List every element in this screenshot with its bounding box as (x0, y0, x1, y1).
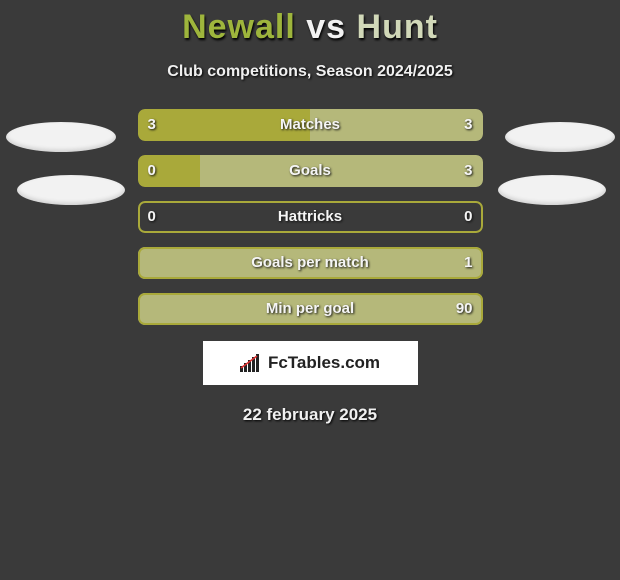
stat-row: 1Goals per match (138, 247, 483, 279)
bars-icon (240, 354, 262, 372)
logo-box: FcTables.com (203, 341, 418, 385)
stat-row: 90Min per goal (138, 293, 483, 325)
stat-row: 03Goals (138, 155, 483, 187)
infographic: Newall vs Hunt Club competitions, Season… (0, 0, 620, 580)
date: 22 february 2025 (0, 405, 620, 425)
player2-name: Hunt (357, 8, 438, 46)
vs-text: vs (306, 8, 346, 46)
stat-rows: 33Matches 03Goals 00Hattricks 1Goals per ma… (138, 109, 483, 325)
stat-label: Matches (138, 109, 483, 141)
title: Newall vs Hunt (0, 0, 620, 47)
player1-name: Newall (182, 8, 296, 46)
ellipse-left-2 (17, 175, 125, 205)
subtitle: Club competitions, Season 2024/2025 (0, 63, 620, 81)
logo-text: FcTables.com (268, 353, 380, 373)
stat-label: Min per goal (138, 293, 483, 325)
stat-label: Goals (138, 155, 483, 187)
stat-row: 00Hattricks (138, 201, 483, 233)
ellipse-right-2 (498, 175, 606, 205)
stat-label: Goals per match (138, 247, 483, 279)
ellipse-right-1 (505, 122, 615, 152)
stat-label: Hattricks (138, 201, 483, 233)
ellipse-left-1 (6, 122, 116, 152)
stat-row: 33Matches (138, 109, 483, 141)
